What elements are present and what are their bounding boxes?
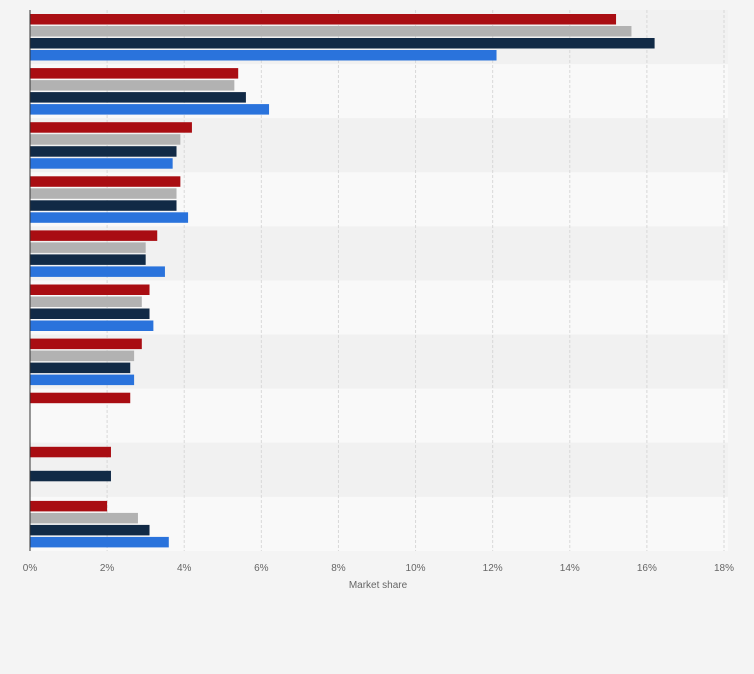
bar	[30, 470, 111, 482]
bar	[30, 536, 169, 548]
bar	[30, 122, 192, 133]
bar	[30, 212, 189, 223]
x-tick-label: 4%	[177, 563, 192, 574]
x-tick-label: 12%	[483, 563, 503, 574]
x-tick-label: 14%	[560, 563, 580, 574]
bar	[30, 266, 165, 277]
bar	[30, 200, 177, 211]
category-band	[30, 442, 728, 497]
bar	[30, 188, 177, 199]
bar	[30, 296, 142, 307]
bar	[30, 350, 135, 362]
bar	[30, 104, 270, 115]
bar	[30, 524, 150, 536]
bar	[30, 254, 146, 265]
x-tick-labels: 0% 2% 4% 6% 8% 10% 12% 14% 16% 18%	[23, 563, 734, 574]
bars-group	[30, 14, 655, 548]
bar	[30, 14, 617, 25]
bar	[30, 362, 131, 374]
x-tick-label: 16%	[637, 563, 657, 574]
bar	[30, 158, 173, 169]
bar	[30, 134, 181, 145]
bar	[30, 38, 655, 49]
bar	[30, 308, 150, 319]
x-tick-label: 8%	[331, 563, 346, 574]
x-axis-label: Market share	[349, 580, 408, 591]
bar	[30, 500, 108, 512]
category-band	[30, 388, 728, 443]
bar	[30, 512, 138, 524]
bar	[30, 374, 135, 386]
bar	[30, 230, 158, 241]
bar	[30, 146, 177, 157]
x-tick-label: 18%	[714, 563, 734, 574]
bar	[30, 176, 181, 187]
bar	[30, 80, 235, 91]
bar	[30, 68, 239, 79]
bar	[30, 50, 497, 61]
x-tick-label: 10%	[406, 563, 426, 574]
category-band	[30, 334, 728, 389]
bar	[30, 92, 246, 103]
x-tick-label: 2%	[100, 563, 115, 574]
bar	[30, 392, 131, 404]
bar	[30, 320, 154, 331]
category-bands	[30, 10, 728, 551]
x-tick-label: 0%	[23, 563, 38, 574]
bar	[30, 284, 150, 295]
bar	[30, 26, 632, 37]
bar	[30, 242, 146, 253]
x-tick-label: 6%	[254, 563, 269, 574]
bar	[30, 446, 111, 458]
bar	[30, 338, 142, 350]
